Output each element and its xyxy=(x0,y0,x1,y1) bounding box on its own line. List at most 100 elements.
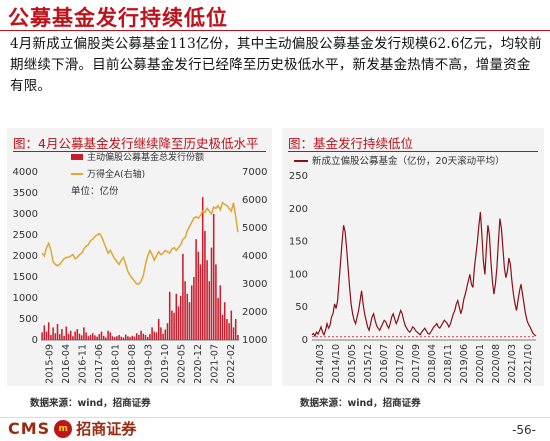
issuance-bar xyxy=(188,302,191,340)
title-divider xyxy=(0,30,550,31)
issuance-bar xyxy=(197,251,200,340)
legend-bar-swatch xyxy=(71,154,83,160)
x-tick-label: 2014/03 xyxy=(315,344,326,383)
issuance-bar xyxy=(96,336,98,340)
issuance-bar xyxy=(138,334,140,340)
y-tick-label: 0 xyxy=(302,335,308,346)
issuance-bar xyxy=(131,335,134,340)
x-tick-label: 2014/10 xyxy=(331,344,342,383)
logo-cms-text: CMS xyxy=(8,419,51,438)
left-y-tick-label: 3500 xyxy=(13,188,38,199)
issuance-bar xyxy=(65,326,68,340)
issuance-bar xyxy=(190,285,193,340)
left-y-tick-label: 4000 xyxy=(13,167,38,178)
issuance-bar xyxy=(91,333,94,340)
x-tick-label: 2020-12 xyxy=(193,344,204,384)
issuance-bar xyxy=(199,264,202,340)
x-tick-label: 2018/11 xyxy=(443,344,454,383)
issuance-bar xyxy=(204,230,206,340)
issuance-bar xyxy=(129,337,131,340)
issuance-bar xyxy=(78,333,81,340)
x-tick-label: 2021-07 xyxy=(209,344,220,384)
left-chart-panel: 图：4月公募基金发行继续降至历史极低水平 0 500 1000 1500 2000 250… xyxy=(7,128,272,386)
x-tick-label: 2017/09 xyxy=(411,344,422,383)
x-tick-label: 2021/03 xyxy=(507,344,518,383)
x-tick-label: 2015/05 xyxy=(347,344,358,383)
issuance-bar xyxy=(140,330,142,340)
x-tick-label: 2015-09 xyxy=(44,344,55,384)
issuance-bar xyxy=(127,336,129,340)
x-tick-label: 2020/08 xyxy=(491,344,502,383)
issuance-bar xyxy=(219,285,222,340)
page-number: -56- xyxy=(512,423,536,437)
right-y-tick-label: 1000 xyxy=(242,335,267,346)
x-tick-label: 2020/01 xyxy=(475,344,486,383)
left-y-tick-label: 500 xyxy=(19,314,38,325)
fund-issuance-line xyxy=(311,212,537,338)
issuance-bar xyxy=(50,334,52,340)
legend-line-label: 新成立偏股公募基金（亿份，20天滚动平均） xyxy=(312,155,505,167)
issuance-bar xyxy=(80,335,83,340)
issuance-bar xyxy=(164,329,167,340)
issuance-bar xyxy=(221,314,224,340)
issuance-bar xyxy=(54,333,57,340)
issuance-bar xyxy=(166,323,169,340)
issuance-bar xyxy=(228,323,230,340)
right-chart-source: 数据来源：wind，招商证券 xyxy=(300,398,421,409)
wind-a-index-line xyxy=(41,201,239,285)
issuance-bar xyxy=(56,324,59,340)
issuance-bar xyxy=(76,329,79,340)
left-y-tick-label: 1500 xyxy=(13,272,38,283)
issuance-bar xyxy=(160,327,162,340)
issuance-bar xyxy=(61,329,63,340)
issuance-bar xyxy=(52,327,54,340)
right-chart-title-rule xyxy=(288,151,538,152)
x-tick-label: 2018-08 xyxy=(127,344,138,384)
issuance-bar xyxy=(234,319,237,340)
right-y-tick-label: 7000 xyxy=(242,167,267,178)
issuance-bar xyxy=(58,334,61,340)
issuance-bar xyxy=(210,247,213,340)
issuance-bar xyxy=(118,334,120,340)
company-logo: CMS m 招商证券 xyxy=(8,418,136,439)
issuance-bar xyxy=(230,310,233,340)
right-chart-title: 图：基金发行持续低位 xyxy=(288,136,414,151)
x-tick-label: 2018-01 xyxy=(110,344,121,384)
y-tick-label: 50 xyxy=(295,302,308,313)
issuance-bar xyxy=(201,197,204,340)
y-tick-label: 100 xyxy=(289,269,308,280)
x-tick-label: 2016-04 xyxy=(61,344,72,384)
issuance-bar xyxy=(173,312,175,340)
issuance-bar xyxy=(100,331,103,340)
left-chart-source: 数据来源：wind，招商证券 xyxy=(30,398,151,409)
issuance-bar xyxy=(142,333,145,340)
issuance-bar xyxy=(151,327,153,340)
x-tick-label: 2019/06 xyxy=(459,344,470,383)
x-tick-label: 2017-06 xyxy=(94,344,105,384)
issuance-bar xyxy=(153,331,156,340)
issuance-bar xyxy=(237,334,239,340)
issuance-bar xyxy=(69,330,72,340)
issuance-bar xyxy=(107,330,109,340)
page-title: 公募基金发行持续低位 xyxy=(8,6,228,30)
issuance-bar xyxy=(102,335,105,340)
issuance-bar xyxy=(72,336,74,340)
x-tick-label: 2019-10 xyxy=(160,344,171,384)
x-tick-label: 2016/07 xyxy=(379,344,390,383)
logo-chinese-text: 招商证券 xyxy=(76,420,137,438)
right-y-tick-label: 2000 xyxy=(242,307,267,318)
issuance-bar xyxy=(226,319,228,340)
issuance-bar xyxy=(63,335,65,340)
issuance-bar xyxy=(223,302,226,340)
footer-divider xyxy=(0,417,550,418)
x-tick-label: 2021/10 xyxy=(523,344,534,383)
x-tick-label: 2019-03 xyxy=(143,344,154,384)
issuance-bar xyxy=(212,214,215,340)
issuance-bar xyxy=(184,281,186,340)
left-y-tick-label: 2000 xyxy=(13,251,38,262)
left-y-tick-label: 3000 xyxy=(13,209,38,220)
issuance-bar xyxy=(41,332,43,340)
issuance-bar xyxy=(168,291,171,340)
issuance-bar xyxy=(179,295,182,340)
left-chart-title: 图：4月公募基金发行继续降至历史极低水平 xyxy=(13,136,259,151)
